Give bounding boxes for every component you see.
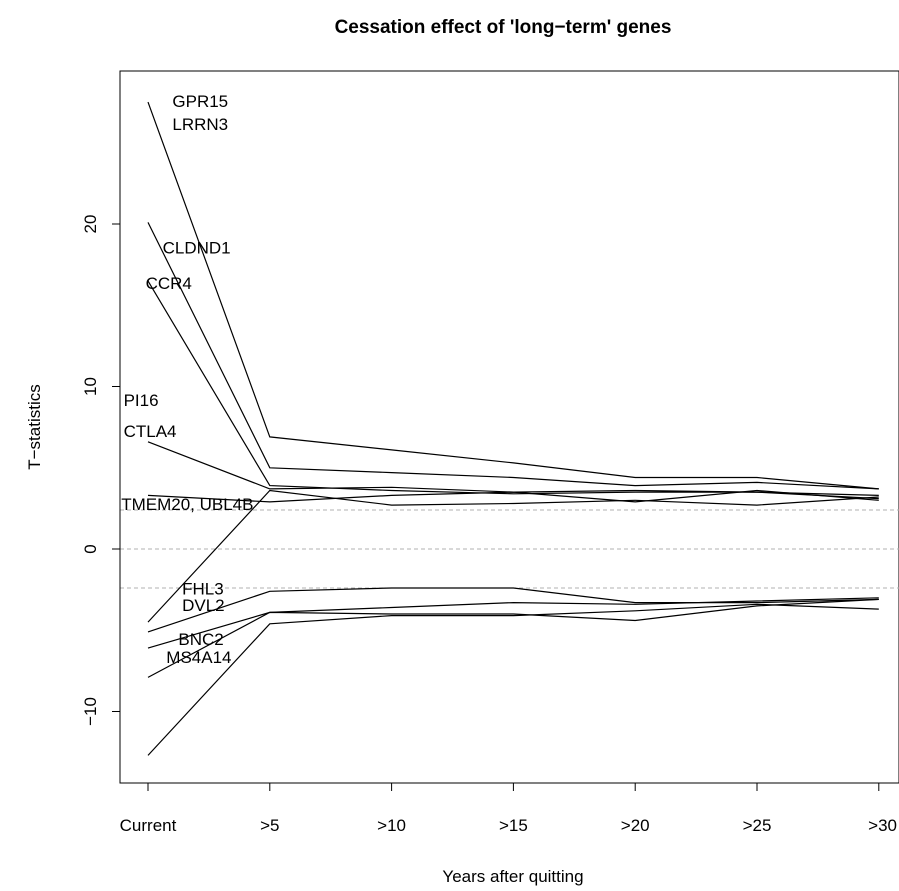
series-line <box>147 598 879 678</box>
x-tick-label: >20 <box>621 816 650 835</box>
x-tick-label: Current <box>120 816 177 835</box>
series-line <box>147 441 879 500</box>
series-line <box>147 603 879 756</box>
gene-label: CCR4 <box>146 274 192 293</box>
gene-label: GPR15 <box>172 92 228 111</box>
gene-label: FHL3 <box>182 580 224 599</box>
gene-label: MS4A14 <box>166 648 231 667</box>
x-tick-label: >30 <box>868 816 897 835</box>
x-tick-label: >25 <box>743 816 772 835</box>
gene-label: PI16 <box>124 391 159 410</box>
series-line <box>147 489 879 623</box>
x-axis-label: Years after quitting <box>442 867 583 886</box>
gene-labels: GPR15 LRRN3 CLDND1 CCR4 PI16 CTLA4 TMEM20, UBL… <box>121 92 253 667</box>
reference-lines <box>120 509 899 589</box>
x-tick-label: >15 <box>499 816 528 835</box>
y-tick-label: 10 <box>81 377 100 396</box>
series-line <box>147 222 879 490</box>
gene-label: CTLA4 <box>124 422 177 441</box>
chart-title: Cessation effect of 'long−term' genes <box>335 17 672 38</box>
x-axis: Current >5 >10 >15 >20 >25 >30 <box>120 782 897 835</box>
gene-label: CLDND1 <box>163 238 231 257</box>
y-tick-label: 0 <box>81 544 100 553</box>
gene-label: TMEM20, UBL4B <box>121 495 253 514</box>
plot-frame <box>119 70 899 784</box>
series-line <box>147 101 879 490</box>
y-axis-label: T−statistics <box>25 384 44 470</box>
x-tick-label: >10 <box>377 816 406 835</box>
gene-label: LRRN3 <box>172 115 228 134</box>
x-tick-label: >5 <box>260 816 279 835</box>
y-axis: −10 0 10 20 <box>81 215 121 726</box>
y-tick-label: 20 <box>81 215 100 234</box>
series-line <box>147 489 879 503</box>
series-line <box>147 587 879 633</box>
gene-label: BNC2 <box>178 630 223 649</box>
y-tick-label: −10 <box>81 697 100 726</box>
gene-label: DVL2 <box>182 596 225 615</box>
series-lines <box>147 101 879 756</box>
